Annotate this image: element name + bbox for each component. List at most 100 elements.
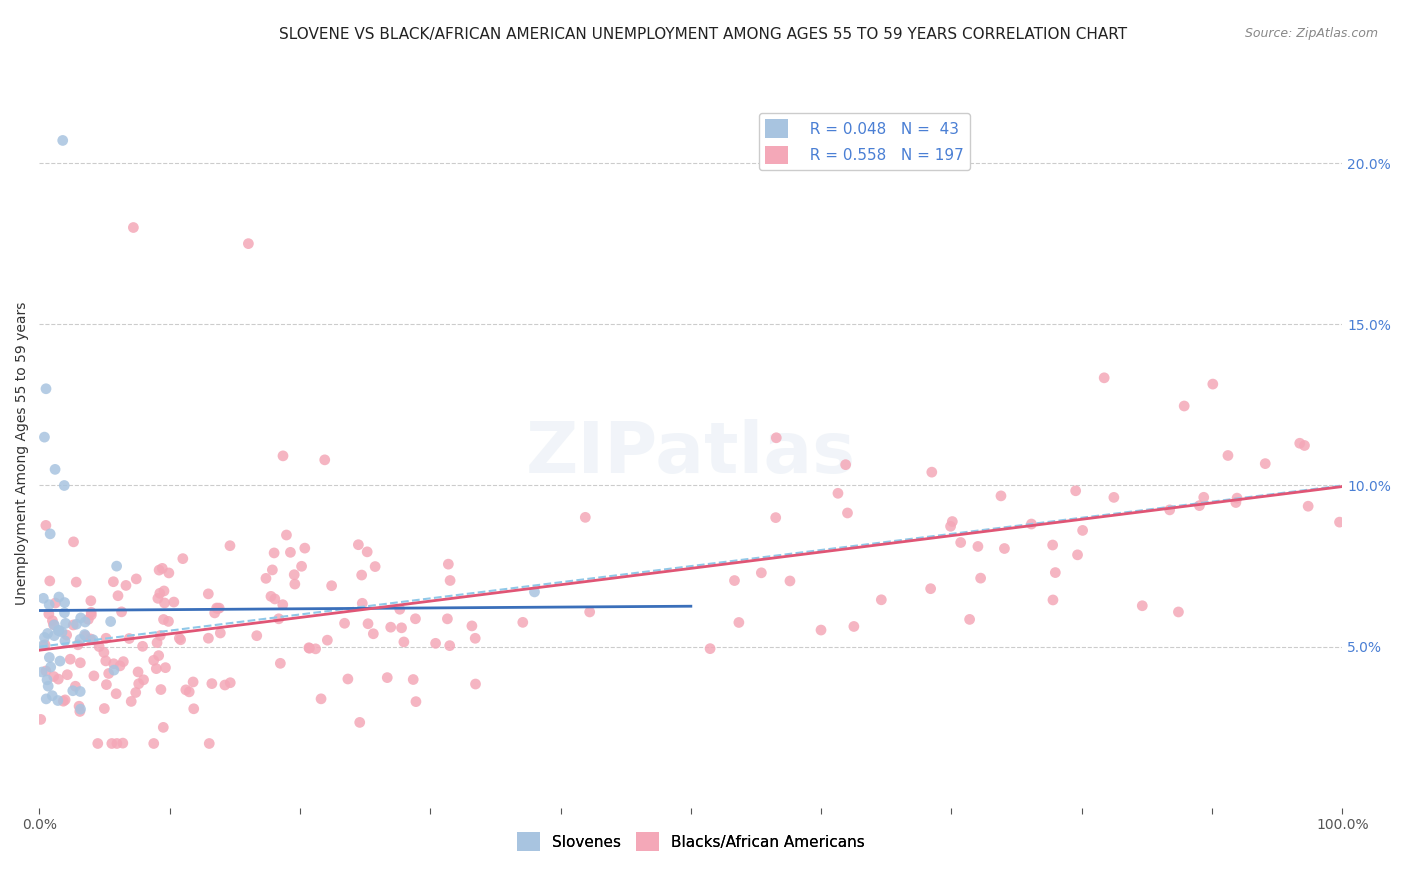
Blacks/African Americans bbox=[1226, 491, 1249, 505]
Blacks/African Americans bbox=[1202, 377, 1225, 392]
Blacks/African Americans bbox=[132, 673, 155, 687]
Blacks/African Americans bbox=[97, 666, 120, 681]
Blacks/African Americans bbox=[219, 539, 242, 553]
Text: SLOVENE VS BLACK/AFRICAN AMERICAN UNEMPLOYMENT AMONG AGES 55 TO 59 YEARS CORRELA: SLOVENE VS BLACK/AFRICAN AMERICAN UNEMPL… bbox=[278, 27, 1128, 42]
Slovenes bbox=[49, 654, 72, 668]
Blacks/African Americans bbox=[1254, 457, 1277, 471]
Slovenes bbox=[53, 606, 76, 620]
Blacks/African Americans bbox=[1173, 399, 1195, 413]
Blacks/African Americans bbox=[89, 640, 111, 654]
Blacks/African Americans bbox=[155, 660, 177, 674]
Blacks/African Americans bbox=[276, 528, 298, 542]
Blacks/African Americans bbox=[112, 655, 135, 669]
Blacks/African Americans bbox=[80, 605, 103, 619]
Blacks/African Americans bbox=[152, 613, 174, 627]
Blacks/African Americans bbox=[810, 623, 832, 637]
Blacks/African Americans bbox=[350, 568, 373, 582]
Text: Source: ZipAtlas.com: Source: ZipAtlas.com bbox=[1244, 27, 1378, 40]
Slovenes bbox=[82, 632, 104, 647]
Blacks/African Americans bbox=[364, 559, 387, 574]
Blacks/African Americans bbox=[205, 601, 228, 615]
Blacks/African Americans bbox=[837, 506, 859, 520]
Blacks/African Americans bbox=[939, 519, 962, 533]
Blacks/African Americans bbox=[105, 737, 128, 751]
Blacks/African Americans bbox=[969, 571, 991, 585]
Blacks/African Americans bbox=[153, 596, 176, 610]
Slovenes bbox=[34, 430, 56, 444]
Slovenes bbox=[55, 616, 77, 631]
Blacks/African Americans bbox=[80, 593, 103, 607]
Slovenes bbox=[65, 617, 87, 632]
Blacks/African Americans bbox=[779, 574, 801, 588]
Slovenes bbox=[69, 702, 91, 716]
Slovenes bbox=[39, 660, 62, 674]
Blacks/African Americans bbox=[941, 515, 963, 529]
Blacks/African Americans bbox=[197, 587, 219, 601]
Blacks/African Americans bbox=[94, 632, 117, 646]
Blacks/African Americans bbox=[574, 510, 596, 524]
Blacks/African Americans bbox=[356, 545, 378, 559]
Blacks/African Americans bbox=[1042, 538, 1064, 552]
Blacks/African Americans bbox=[75, 629, 97, 643]
Blacks/African Americans bbox=[283, 567, 305, 582]
Blacks/African Americans bbox=[59, 652, 82, 666]
Blacks/African Americans bbox=[157, 615, 180, 629]
Slovenes bbox=[44, 629, 66, 643]
Blacks/African Americans bbox=[263, 591, 285, 606]
Blacks/African Americans bbox=[436, 612, 458, 626]
Blacks/African Americans bbox=[1021, 516, 1043, 531]
Blacks/African Americans bbox=[69, 656, 91, 670]
Blacks/African Americans bbox=[52, 694, 75, 708]
Blacks/African Americans bbox=[267, 612, 290, 626]
Blacks/African Americans bbox=[93, 645, 115, 659]
Slovenes bbox=[37, 679, 59, 693]
Blacks/African Americans bbox=[179, 685, 201, 699]
Slovenes bbox=[39, 527, 62, 541]
Slovenes bbox=[41, 689, 63, 703]
Blacks/African Americans bbox=[111, 736, 134, 750]
Blacks/African Americans bbox=[103, 574, 125, 589]
Blacks/African Americans bbox=[314, 453, 336, 467]
Slovenes bbox=[53, 634, 76, 648]
Blacks/African Americans bbox=[1102, 491, 1125, 505]
Blacks/African Americans bbox=[336, 672, 359, 686]
Blacks/African Americans bbox=[1092, 371, 1115, 385]
Blacks/African Americans bbox=[157, 566, 180, 580]
Slovenes bbox=[35, 692, 58, 706]
Blacks/African Americans bbox=[79, 632, 101, 646]
Blacks/African Americans bbox=[1216, 449, 1239, 463]
Blacks/African Americans bbox=[108, 659, 131, 673]
Slovenes bbox=[37, 626, 59, 640]
Blacks/African Americans bbox=[145, 662, 167, 676]
Slovenes bbox=[53, 596, 76, 610]
Blacks/African Americans bbox=[94, 654, 117, 668]
Blacks/African Americans bbox=[103, 657, 125, 671]
Blacks/African Americans bbox=[405, 695, 427, 709]
Blacks/African Americans bbox=[298, 640, 321, 655]
Blacks/African Americans bbox=[246, 629, 269, 643]
Blacks/African Americans bbox=[304, 641, 326, 656]
Blacks/African Americans bbox=[1188, 499, 1211, 513]
Blacks/African Americans bbox=[375, 671, 398, 685]
Blacks/African Americans bbox=[131, 640, 153, 654]
Blacks/African Americans bbox=[1294, 438, 1316, 452]
Blacks/African Americans bbox=[30, 713, 52, 727]
Blacks/African Americans bbox=[174, 682, 197, 697]
Blacks/African Americans bbox=[347, 538, 370, 552]
Blacks/African Americans bbox=[280, 545, 302, 559]
Blacks/African Americans bbox=[153, 584, 176, 599]
Blacks/African Americans bbox=[728, 615, 751, 630]
Blacks/African Americans bbox=[464, 632, 486, 646]
Blacks/African Americans bbox=[333, 616, 356, 631]
Y-axis label: Unemployment Among Ages 55 to 59 years: Unemployment Among Ages 55 to 59 years bbox=[15, 301, 30, 605]
Blacks/African Americans bbox=[107, 589, 129, 603]
Blacks/African Americans bbox=[146, 635, 169, 649]
Blacks/African Americans bbox=[93, 701, 115, 715]
Blacks/African Americans bbox=[439, 574, 461, 588]
Blacks/African Americans bbox=[967, 540, 990, 554]
Slovenes bbox=[38, 598, 60, 612]
Blacks/African Americans bbox=[842, 619, 865, 633]
Blacks/African Americans bbox=[34, 638, 56, 652]
Blacks/African Americans bbox=[990, 489, 1012, 503]
Blacks/African Americans bbox=[349, 715, 371, 730]
